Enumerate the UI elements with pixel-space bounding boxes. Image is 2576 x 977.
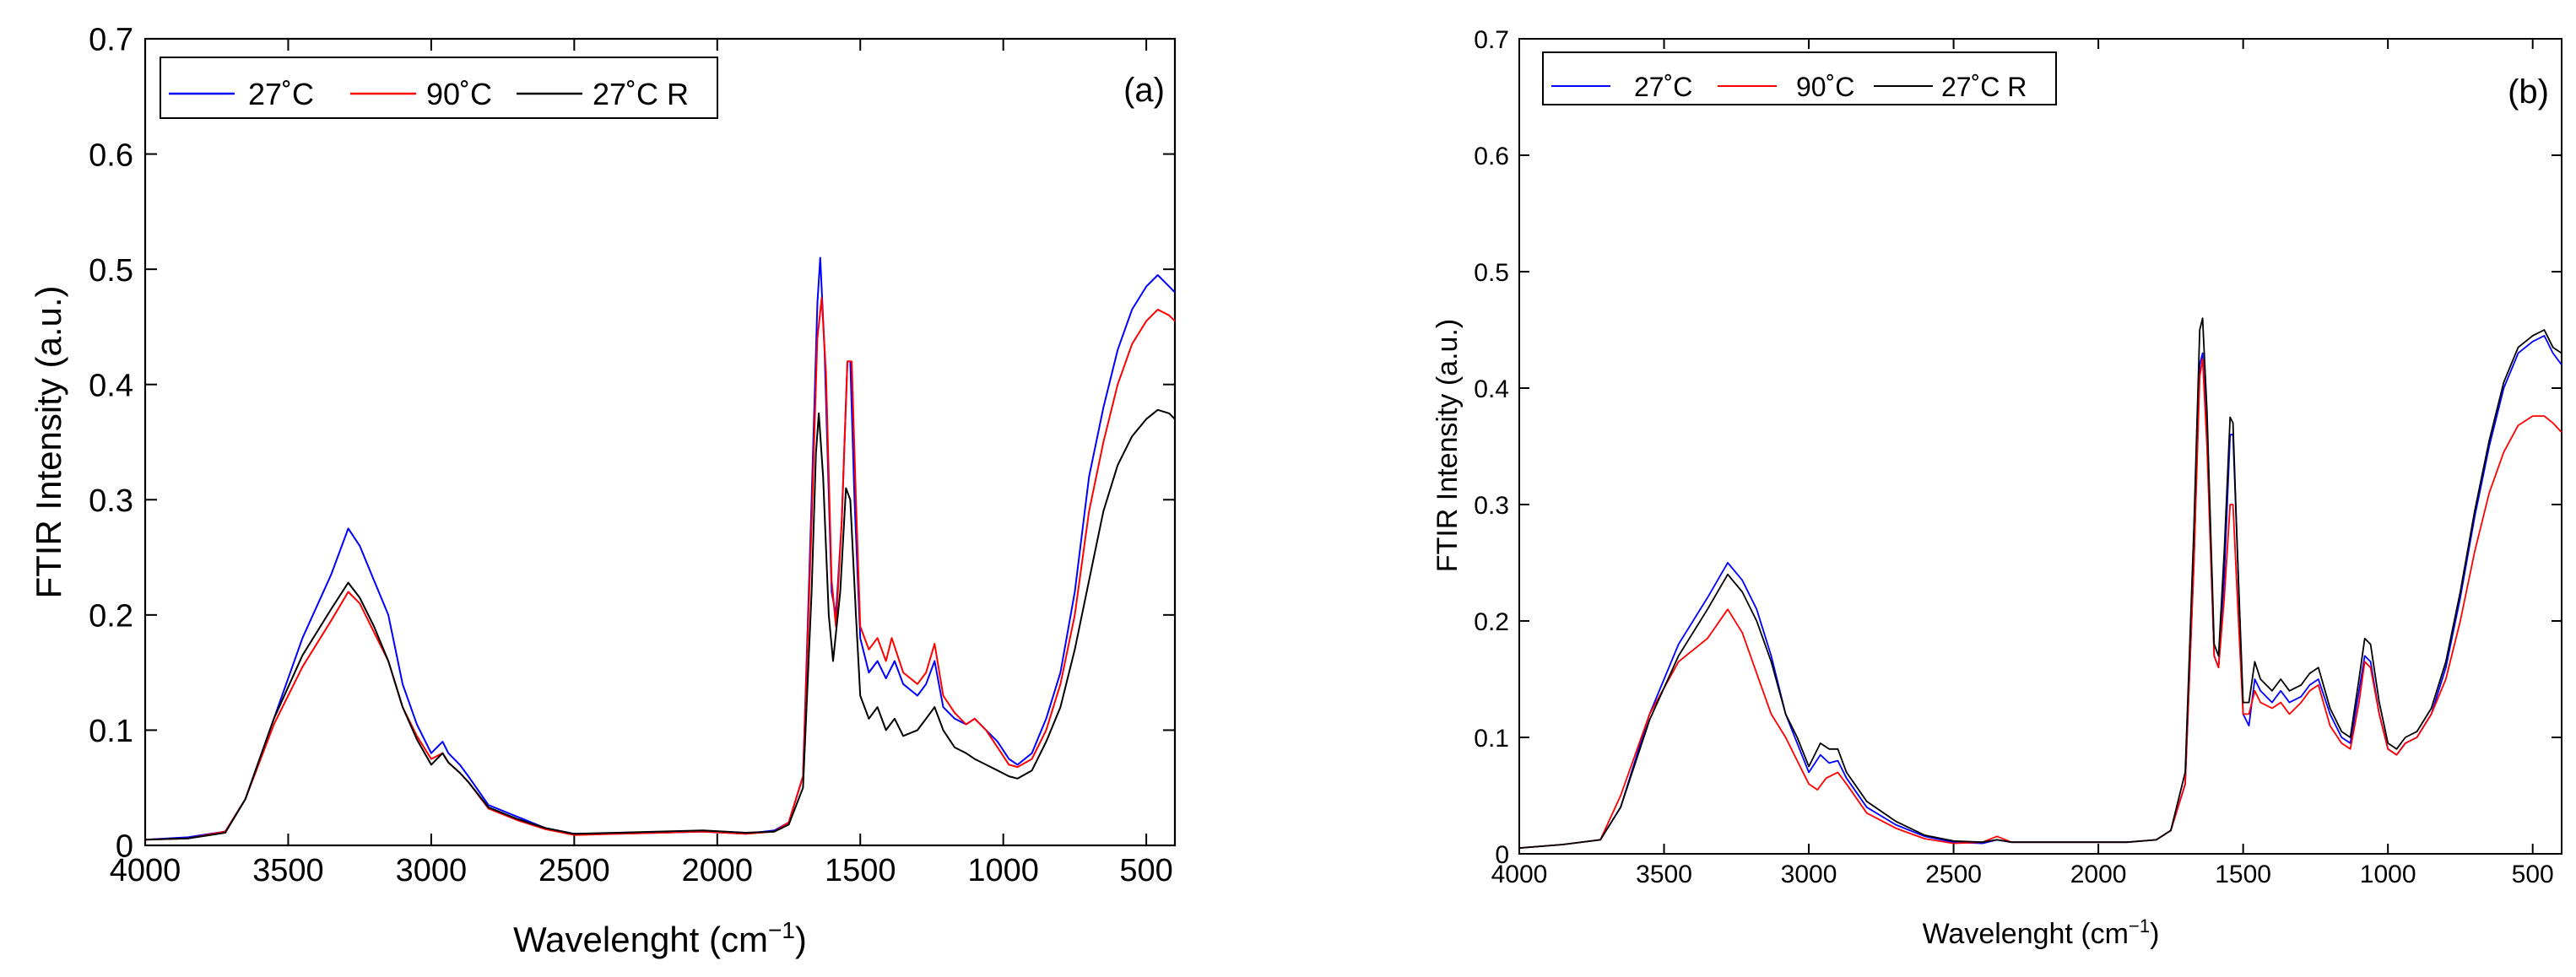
panel-b-xlabel-close: ): [2150, 918, 2159, 950]
series-line-90-c: [1518, 358, 2562, 849]
y-tick-label: 0.4: [1474, 375, 1509, 403]
x-tick-label: 500: [1119, 853, 1172, 888]
panel-a-label: (a): [1123, 72, 1165, 109]
y-tick-label: 0.4: [89, 368, 133, 403]
panel-a-plot-area: [143, 37, 1177, 847]
legend-box: [160, 57, 718, 119]
y-tick-label: 0.7: [1474, 26, 1509, 54]
y-tick-label: 0.6: [1474, 143, 1509, 170]
panel-a-xlabel-close: ): [795, 920, 807, 959]
panel-b-xlabel: Wavelenght (cm−1): [1923, 915, 2160, 950]
panel-a-xlabel: Wavelenght (cm−1): [513, 917, 807, 959]
panel-b-legend: 27˚C 90˚C 27˚C R: [1542, 51, 2057, 105]
panel-b-xlabel-main: Wavelenght (cm: [1923, 918, 2129, 950]
x-tick-label: 2000: [682, 853, 754, 888]
x-tick-label: 3500: [252, 853, 324, 888]
x-tick-label: 500: [2512, 861, 2554, 888]
y-tick-label: 0.5: [89, 253, 133, 289]
panel-b-yticks: 0 0.1 0.2 0.3 0.4 0.5 0.6 0.7: [1474, 26, 2562, 869]
y-tick-label: 0: [116, 829, 133, 865]
panel-a-series: [144, 256, 1176, 841]
panel-a-xlabel-sup: −1: [768, 917, 795, 943]
panel-a-yticks: 0 0.1 0.2 0.3 0.4 0.5 0.6 0.7: [89, 23, 1175, 865]
panel-a-xticks: 4000 3500 3000 2500 2000 1500 1000 500: [110, 39, 1173, 888]
y-tick-label: 0.3: [1474, 492, 1509, 520]
panel-b-series: [1518, 317, 2562, 849]
series-line-27-c-r: [144, 408, 1176, 841]
x-tick-label: 4000: [1491, 861, 1548, 888]
panel-b-xlabel-sup: −1: [2129, 915, 2150, 937]
panel-a-xlabel-main: Wavelenght (cm: [513, 920, 768, 959]
panel-b: 4000 3500 3000 2500 2000 1500 1000 500 00.10.20…: [1431, 26, 2562, 950]
panel-a-legend: 27˚C 90˚C 27˚C R: [160, 57, 718, 119]
y-tick-label: 0.7: [89, 23, 133, 58]
y-tick-label: 0.2: [1474, 608, 1509, 636]
panel-b-label: (b): [2508, 73, 2549, 111]
x-tick-label: 2500: [1925, 861, 1982, 888]
x-tick-label: 1500: [825, 853, 896, 888]
x-tick-label: 1000: [967, 853, 1039, 888]
x-tick-label: 4000: [110, 853, 181, 888]
legend-label-90c: 90˚C: [426, 77, 492, 111]
x-tick-label: 2000: [2070, 861, 2127, 888]
panel-b-xticks: 4000 3500 3000 2500 2000 1500 1000 500: [1491, 39, 2554, 888]
series-line-27-c-r: [1518, 317, 2562, 849]
legend-box: [1542, 51, 2057, 105]
x-tick-label: 1500: [2215, 861, 2271, 888]
x-tick-label: 3000: [1781, 861, 1837, 888]
panel-a: 4000 3500 3000 2500 2000 1500 1000 500 00.10.20…: [29, 23, 1177, 959]
legend-label-27c: 27˚C: [248, 77, 314, 111]
x-tick-label: 1000: [2360, 861, 2416, 888]
x-tick-label: 3500: [1636, 861, 1692, 888]
y-tick-label: 0: [1495, 841, 1509, 869]
panel-b-plot-area: [1518, 38, 2562, 855]
y-tick-label: 0.5: [1474, 259, 1509, 287]
x-tick-label: 3000: [396, 853, 468, 888]
legend-label-27c: 27˚C: [1634, 72, 1692, 102]
panel-a-ylabel: FTIR Intensity (a.u.): [29, 285, 68, 598]
legend-label-27c-r: 27˚C R: [593, 77, 689, 111]
panel-b-ylabel: FTIR Intensity (a.u.): [1431, 319, 1464, 572]
y-tick-label: 0.3: [89, 483, 133, 519]
legend-label-90c: 90˚C: [1796, 72, 1854, 102]
y-tick-label: 0.1: [89, 714, 133, 749]
y-tick-label: 0.2: [89, 599, 133, 634]
legend-label-27c-r: 27˚C R: [1941, 72, 2027, 102]
x-tick-label: 2500: [538, 853, 610, 888]
y-tick-label: 0.1: [1474, 725, 1509, 753]
y-tick-label: 0.6: [89, 138, 133, 173]
